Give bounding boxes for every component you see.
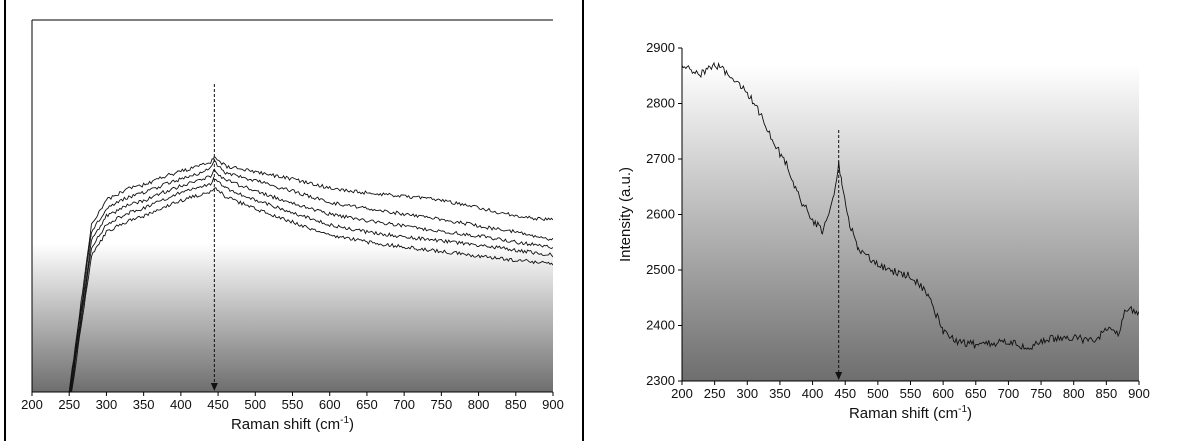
peak-marker-arrow (210, 383, 218, 391)
x-tick-label: 200 (671, 386, 693, 401)
x-axis-title: Raman shift (cm-1) (231, 415, 354, 433)
left-chart-panel: 200 250 300 350 400 450 500 550 600 650 700 750 800 8… (4, 0, 584, 441)
y-tick-label: 2800 (646, 96, 675, 111)
spectrum-line-5 (71, 187, 553, 392)
left-raman-chart: 200 250 300 350 400 450 500 550 600 650 700 750 800 8… (21, 19, 564, 433)
x-tick-label: 750 (1030, 386, 1052, 401)
x-axis-title: Raman shift (cm-1) (849, 404, 972, 422)
x-tick-label: 800 (1063, 386, 1085, 401)
x-tick-label: 850 (1096, 386, 1118, 401)
x-tick-label: 700 (393, 397, 415, 412)
y-tick-label: 2600 (646, 207, 675, 222)
spectrum-line-2 (69, 159, 553, 392)
x-tick-label: 500 (244, 397, 266, 412)
x-tick-label: 400 (170, 397, 192, 412)
x-tick-label: 700 (998, 386, 1020, 401)
y-axis-title: Intensity (a.u.) (617, 167, 634, 262)
x-tick-label: 850 (505, 397, 527, 412)
x-tick-label: 450 (834, 386, 856, 401)
spectrum-line-1 (68, 155, 553, 392)
right-raman-chart: 200 250 300 350 400 450 500 550 600 650 700 750 800 8… (617, 40, 1150, 422)
x-tick-label: 900 (1128, 386, 1150, 401)
x-tick-label: 300 (736, 386, 758, 401)
y-tick-label: 2700 (646, 151, 675, 166)
x-tick-label: 650 (356, 397, 378, 412)
plot-background (682, 48, 1139, 381)
x-tick-label: 450 (207, 397, 229, 412)
x-tick-label: 600 (319, 397, 341, 412)
x-tick-label: 800 (468, 397, 490, 412)
spectrum-line-4 (70, 176, 553, 392)
x-tick-label: 250 (58, 397, 80, 412)
x-tick-label: 350 (133, 397, 155, 412)
x-tick-label: 200 (21, 397, 43, 412)
y-tick-label: 2300 (646, 373, 675, 388)
plot-background (32, 20, 553, 392)
x-tick-label: 550 (900, 386, 922, 401)
x-tick-label: 400 (802, 386, 824, 401)
x-tick-label: 600 (932, 386, 954, 401)
x-tick-label: 550 (282, 397, 304, 412)
y-tick-label: 2500 (646, 262, 675, 277)
y-tick-label: 2400 (646, 318, 675, 333)
spectrum-line-3 (69, 168, 553, 392)
x-tick-label: 650 (965, 386, 987, 401)
x-tick-label: 300 (96, 397, 118, 412)
x-tick-label: 350 (769, 386, 791, 401)
right-chart-panel: 200 250 300 350 400 450 500 550 600 650 700 750 800 8… (586, 0, 1176, 441)
y-tick-label: 2900 (646, 40, 675, 55)
x-tick-label: 500 (867, 386, 889, 401)
x-tick-label: 250 (704, 386, 726, 401)
peak-marker-arrow (835, 372, 843, 380)
x-tick-label: 900 (542, 397, 564, 412)
x-tick-label: 750 (431, 397, 453, 412)
spectrum-line-1 (682, 61, 1139, 351)
